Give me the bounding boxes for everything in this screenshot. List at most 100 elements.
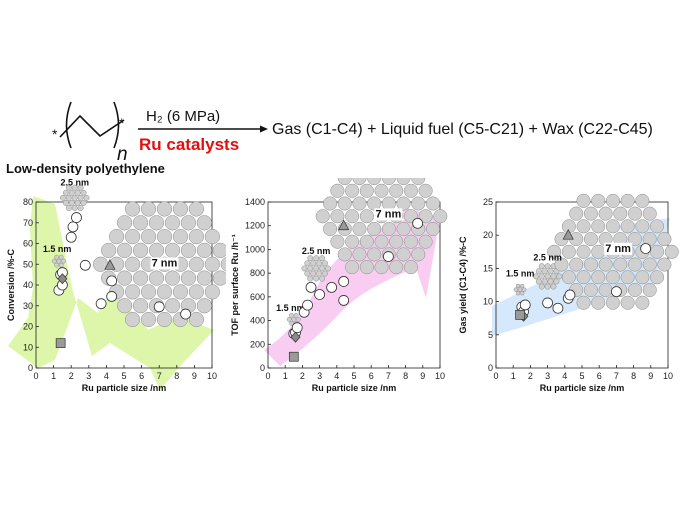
cluster-atom — [330, 209, 345, 224]
cluster-atom — [576, 193, 591, 208]
y-tick-label: 50 — [23, 259, 33, 269]
cluster-atom — [124, 201, 141, 217]
x-tick-label: 9 — [648, 371, 653, 381]
cluster-atom — [389, 183, 404, 198]
cluster-atom — [74, 189, 81, 196]
y-tick-label: 200 — [250, 339, 265, 349]
data-point-circle — [640, 243, 652, 254]
y-tick-label: 60 — [23, 239, 33, 249]
cluster-atom — [156, 229, 173, 245]
cluster-atom — [80, 199, 87, 206]
cluster-atom — [642, 206, 657, 221]
cluster-atom — [598, 206, 613, 221]
cluster-atom — [77, 205, 84, 211]
cluster-atom — [188, 229, 204, 245]
reaction-arrow — [138, 125, 268, 133]
cluster-atom — [613, 206, 628, 221]
cluster-atom — [664, 244, 679, 259]
cluster-atom — [403, 260, 418, 275]
data-point-circle — [542, 297, 553, 309]
cluster-atom — [519, 291, 525, 296]
cluster-atom — [576, 270, 591, 285]
cluster-atom — [411, 196, 426, 211]
x-tick-label: 4 — [334, 371, 339, 381]
cluster-atom — [212, 270, 226, 286]
cluster-atom — [403, 183, 418, 198]
cluster-atom — [51, 258, 57, 264]
cluster-atom — [605, 219, 620, 234]
particle-size-label: 7 nm — [376, 208, 402, 220]
cluster-atom — [116, 215, 133, 231]
cluster-atom — [620, 193, 635, 208]
particle-size-label: 2.5 nm — [60, 178, 89, 187]
y-tick-label: 400 — [250, 316, 265, 326]
data-point-triangle — [562, 228, 574, 240]
y-tick-label: 10 — [483, 297, 493, 307]
reaction-scheme: * * n H₂ (6 MPa) Ru catalysts Gas (C1-C4… — [6, 101, 653, 175]
particle-size-label: 1.5 nm — [506, 268, 535, 278]
cluster-atom — [367, 196, 382, 211]
cluster-atom — [538, 273, 545, 280]
x-tick-label: 0 — [493, 371, 498, 381]
ru-cluster-icon — [513, 283, 527, 296]
right-end-marker: * — [119, 115, 125, 131]
particle-size-label: 2.5 nm — [302, 246, 331, 256]
x-tick-label: 10 — [207, 371, 217, 381]
cluster-atom — [319, 265, 325, 272]
x-tick-label: 7 — [386, 371, 391, 381]
cluster-atom — [188, 284, 204, 300]
cluster-atom — [642, 282, 657, 298]
x-tick-label: 5 — [351, 371, 356, 381]
data-point-circle — [153, 301, 165, 313]
data-point-square — [515, 310, 525, 320]
cluster-atom — [591, 193, 606, 208]
x-axis-title: Ru particle size /nm — [312, 383, 397, 393]
cluster-atom — [352, 196, 367, 211]
cluster-atom — [116, 270, 133, 286]
x-tick-label: 0 — [265, 371, 270, 381]
cluster-atom — [77, 194, 84, 201]
cluster-atom — [196, 242, 212, 259]
cluster-atom — [60, 194, 66, 201]
cluster-atom — [569, 257, 584, 272]
cluster-atom — [515, 283, 521, 289]
cluster-atom — [164, 242, 181, 259]
cluster-atom — [204, 256, 220, 272]
y-tick-label: 10 — [23, 342, 33, 352]
cluster-atom — [140, 284, 157, 300]
data-point-circle — [67, 221, 79, 233]
cluster-atom — [598, 282, 613, 298]
cluster-atom — [591, 244, 606, 259]
x-tick-label: 7 — [157, 371, 162, 381]
y-tick-label: 1000 — [245, 244, 265, 254]
data-point-circle — [291, 322, 303, 334]
cluster-atom — [550, 273, 557, 280]
cluster-atom — [396, 221, 411, 236]
cluster-atom — [396, 196, 411, 211]
cluster-atom — [164, 215, 181, 231]
x-tick-label: 5 — [579, 371, 584, 381]
y-tick-label: 1200 — [245, 221, 265, 231]
cluster-atom — [591, 295, 606, 310]
cluster-atom — [101, 242, 117, 259]
cluster-atom — [389, 234, 404, 249]
cluster-atom — [381, 178, 396, 186]
cluster-atom — [367, 178, 382, 186]
cluster-atom — [561, 270, 576, 285]
data-point-circle — [338, 295, 350, 306]
cluster-atom — [532, 273, 539, 280]
cluster-atom — [156, 284, 173, 300]
cluster-atom — [322, 270, 328, 277]
cluster-atom — [541, 268, 548, 275]
cluster-atom — [569, 206, 584, 221]
cluster-atom — [418, 234, 433, 249]
cluster-atom — [433, 209, 448, 224]
cluster-atom — [345, 234, 360, 249]
cluster-atom — [56, 258, 62, 264]
cluster-atom — [635, 219, 650, 234]
cluster-atom — [556, 273, 563, 280]
repeat-subscript: n — [117, 144, 128, 165]
cluster-atom — [541, 278, 548, 285]
cluster-atom — [58, 262, 64, 268]
ru-cluster-icon — [547, 193, 679, 310]
